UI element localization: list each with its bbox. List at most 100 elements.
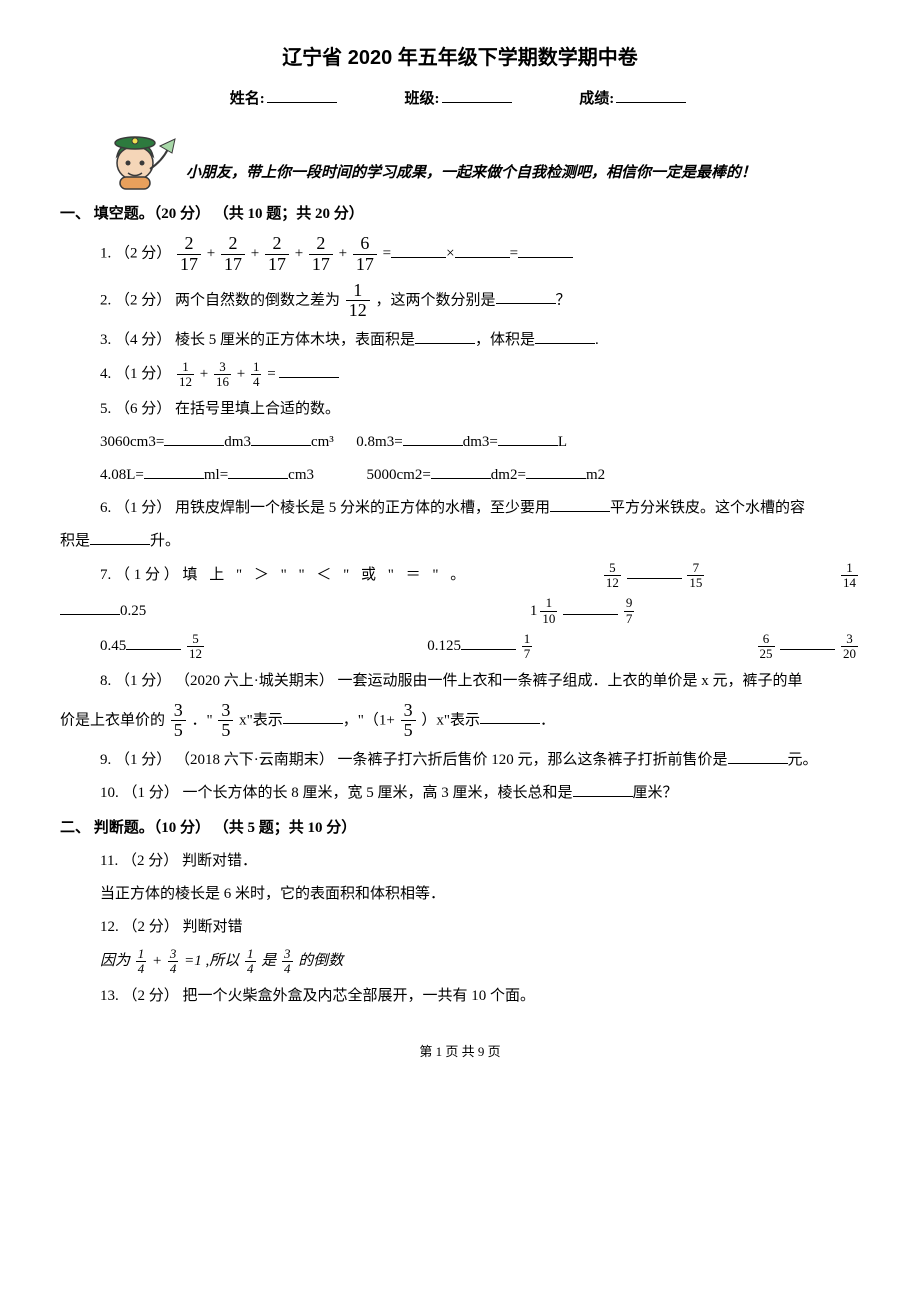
answer-blank[interactable] xyxy=(496,288,556,304)
fraction: 97 xyxy=(624,596,635,626)
student-info-line: 姓名: 班级: 成绩: xyxy=(60,86,860,113)
q5-line2: 4.08L=ml=cm3 5000cm2=dm2=m2 xyxy=(100,462,860,489)
fraction: 35 xyxy=(218,701,233,742)
question-11-body: 当正方体的棱长是 6 米时，它的表面积和体积相等． xyxy=(100,881,860,908)
question-7-line3: 0.45 512 0.125 17 625 320 xyxy=(100,632,860,662)
q-number: 2. xyxy=(100,292,111,308)
q-points: （2 分） xyxy=(123,988,179,1004)
fraction: 512 xyxy=(187,632,204,662)
fraction: 34 xyxy=(282,947,293,977)
fraction: 35 xyxy=(171,701,186,742)
fraction: 114 xyxy=(841,561,858,591)
q-number: 3. xyxy=(100,332,111,348)
answer-blank[interactable] xyxy=(498,430,558,446)
mixed-number: 1110 xyxy=(530,596,560,626)
q-points: （1 分） xyxy=(115,752,171,768)
question-8-cont: 价是上衣单价的 35 ．" 35 x"表示，"（1+ 35 ）x"表示． xyxy=(60,701,860,742)
answer-blank[interactable] xyxy=(431,463,491,479)
answer-blank[interactable] xyxy=(164,430,224,446)
answer-blank[interactable] xyxy=(461,634,516,650)
q-points: （2 分） xyxy=(115,292,171,308)
answer-blank[interactable] xyxy=(415,328,475,344)
q-points: （ 1 分 ） xyxy=(115,567,179,583)
answer-blank[interactable] xyxy=(391,242,446,258)
score-label: 成绩: xyxy=(579,91,614,107)
fraction: 34 xyxy=(168,947,179,977)
q-number: 10. xyxy=(100,785,119,801)
q-points: （4 分） xyxy=(115,332,171,348)
class-blank[interactable] xyxy=(442,87,512,103)
answer-blank[interactable] xyxy=(518,242,573,258)
fraction: 14 xyxy=(136,947,147,977)
question-2: 2. （2 分） 两个自然数的倒数之差为 112 ，这两个数分别是？ xyxy=(100,281,860,322)
question-12: 12. （2 分） 判断对错 xyxy=(100,914,860,941)
q-points: （2 分） xyxy=(115,246,171,262)
question-7: 7. （ 1 分 ） 填 上 " ＞ " " ＜ " 或 " ＝ " 。 512… xyxy=(100,561,860,591)
question-4: 4. （1 分） 112 + 316 + 14 = xyxy=(100,360,860,390)
answer-blank[interactable] xyxy=(455,242,510,258)
question-10: 10. （1 分） 一个长方体的长 8 厘米，宽 5 厘米，高 3 厘米，棱长总… xyxy=(100,780,860,807)
answer-blank[interactable] xyxy=(283,708,343,724)
answer-blank[interactable] xyxy=(60,599,120,615)
q-number: 11. xyxy=(100,853,118,869)
answer-blank[interactable] xyxy=(550,496,610,512)
question-6: 6. （1 分） 用铁皮焊制一个棱长是 5 分米的正方体的水槽，至少要用平方分米… xyxy=(100,495,860,522)
section-1-heading: 一、 填空题。（20 分） （共 10 题；共 20 分） xyxy=(60,201,860,228)
q-points: （1 分） xyxy=(115,673,171,689)
question-1: 1. （2 分） 217 + 217 + 217 + 217 + 617 =×= xyxy=(100,234,860,275)
q-source: （2018 六下·云南期末） xyxy=(175,752,334,768)
fraction: 17 xyxy=(522,632,533,662)
fraction: 715 xyxy=(687,561,704,591)
answer-blank[interactable] xyxy=(526,463,586,479)
answer-blank[interactable] xyxy=(144,463,204,479)
fraction: 217 xyxy=(309,234,333,275)
section-2-heading: 二、 判断题。（10 分） （共 5 题；共 10 分） xyxy=(60,815,860,842)
name-label: 姓名: xyxy=(230,91,265,107)
q-number: 13. xyxy=(100,988,119,1004)
answer-blank[interactable] xyxy=(780,634,835,650)
question-7-line2: 0.25 1110 97 xyxy=(60,596,860,626)
q-number: 6. xyxy=(100,500,111,516)
answer-blank[interactable] xyxy=(90,529,150,545)
name-blank[interactable] xyxy=(267,87,337,103)
q-number: 7. xyxy=(100,567,111,583)
q-number: 1. xyxy=(100,246,111,262)
q-number: 4. xyxy=(100,366,111,382)
fraction: 617 xyxy=(353,234,377,275)
answer-blank[interactable] xyxy=(480,708,540,724)
fraction: 512 xyxy=(604,561,621,591)
fraction: 217 xyxy=(265,234,289,275)
answer-blank[interactable] xyxy=(228,463,288,479)
q-points: （1 分） xyxy=(115,500,171,516)
question-5: 5. （6 分） 在括号里填上合适的数。 xyxy=(100,396,860,423)
answer-blank[interactable] xyxy=(728,748,788,764)
q-points: （1 分） xyxy=(123,785,179,801)
fraction: 14 xyxy=(245,947,256,977)
q-number: 8. xyxy=(100,673,111,689)
score-blank[interactable] xyxy=(616,87,686,103)
answer-blank[interactable] xyxy=(251,430,311,446)
q5-line1: 3060cm3=dm3cm³ 0.8m3=dm3=L xyxy=(100,429,860,456)
answer-blank[interactable] xyxy=(126,634,181,650)
question-8: 8. （1 分） （2020 六上·城关期末） 一套运动服由一件上衣和一条裤子组… xyxy=(100,668,860,695)
question-3: 3. （4 分） 棱长 5 厘米的正方体木块，表面积是，体积是. xyxy=(100,327,860,354)
fraction: 35 xyxy=(401,701,416,742)
answer-blank[interactable] xyxy=(573,781,633,797)
question-6-cont: 积是升。 xyxy=(60,528,860,555)
page-footer: 第 1 页 共 9 页 xyxy=(60,1040,860,1063)
fraction: 217 xyxy=(177,234,201,275)
fraction: 112 xyxy=(177,360,194,390)
question-13: 13. （2 分） 把一个火柴盒外盒及内芯全部展开，一共有 10 个面。 xyxy=(100,983,860,1010)
question-9: 9. （1 分） （2018 六下·云南期末） 一条裤子打六折后售价 120 元… xyxy=(100,747,860,774)
answer-blank[interactable] xyxy=(627,563,682,579)
answer-blank[interactable] xyxy=(535,328,595,344)
q-number: 5. xyxy=(100,401,111,417)
question-11: 11. （2 分） 判断对错． xyxy=(100,848,860,875)
class-label: 班级: xyxy=(405,91,440,107)
answer-blank[interactable] xyxy=(403,430,463,446)
q-number: 9. xyxy=(100,752,111,768)
fraction: 625 xyxy=(758,632,775,662)
answer-blank[interactable] xyxy=(563,599,618,615)
exam-title: 辽宁省 2020 年五年级下学期数学期中卷 xyxy=(60,40,860,76)
answer-blank[interactable] xyxy=(279,362,339,378)
